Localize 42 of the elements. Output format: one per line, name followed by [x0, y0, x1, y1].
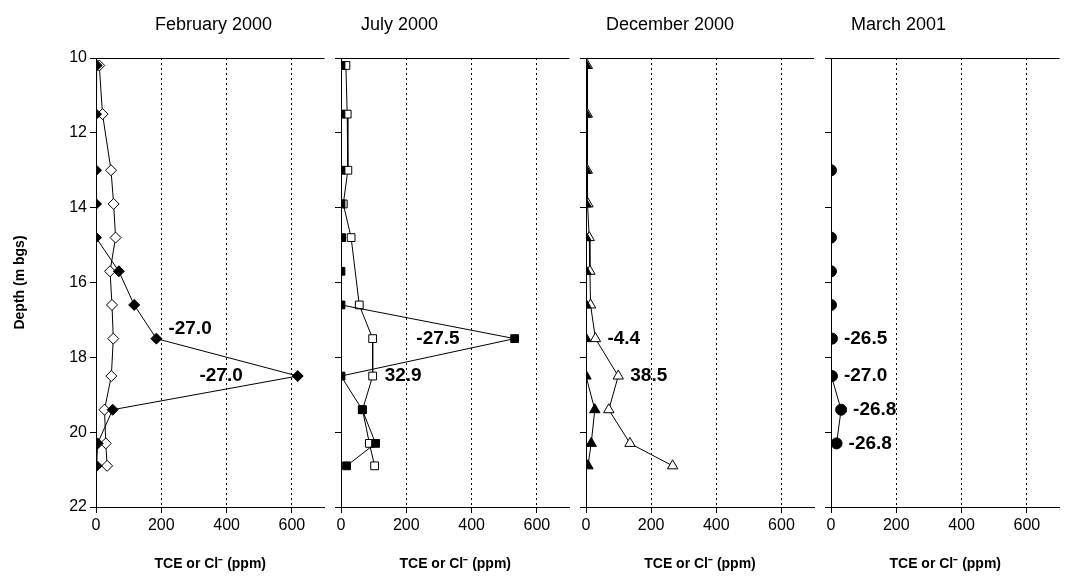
x-tick-label: 600 — [278, 516, 306, 534]
x-tick-label: 600 — [768, 516, 795, 534]
y-tick-label: 10 — [69, 48, 88, 66]
y-tick-label: 12 — [69, 123, 88, 141]
x-tick-label: 600 — [1013, 516, 1041, 534]
y-axis-title: Depth (m bgs) — [11, 235, 28, 330]
x-axis-title: TCE or Cl⁻ (ppm) — [889, 555, 1002, 572]
annotation: -27.5 — [416, 326, 461, 348]
annotation: 32.9 — [384, 364, 422, 386]
x-tick-label: 0 — [91, 516, 101, 534]
y-tick-label: 20 — [69, 422, 88, 440]
annotation: -4.4 — [607, 326, 641, 348]
x-tick-label: 0 — [336, 516, 346, 534]
x-tick-label: 400 — [458, 516, 486, 534]
x-tick-label: 600 — [523, 516, 551, 534]
x-tick-label: 200 — [147, 516, 175, 534]
annotation: -26.8 — [853, 397, 897, 419]
x-tick-label: 0 — [581, 516, 591, 534]
x-axis-title: TCE or Cl⁻ (ppm) — [399, 555, 512, 572]
chart-title: July 2000 — [360, 14, 440, 35]
annotation: -27.0 — [199, 364, 243, 386]
y-tick-label: 18 — [69, 347, 88, 365]
x-tick-label: 400 — [702, 516, 730, 534]
chart-title: March 2001 — [850, 14, 948, 35]
x-tick-label: 200 — [392, 516, 420, 534]
x-tick-label: 200 — [637, 516, 665, 534]
x-tick-label: 200 — [882, 516, 910, 534]
x-axis-title: TCE or Cl⁻ (ppm) — [154, 555, 267, 572]
x-axis-title: TCE or Cl⁻ (ppm) — [644, 555, 756, 572]
annotation: 38.5 — [630, 364, 668, 386]
y-tick-label: 22 — [69, 497, 88, 515]
chart-title: February 2000 — [153, 14, 274, 35]
x-tick-label: 400 — [213, 516, 241, 534]
annotation: -26.5 — [843, 326, 888, 348]
annotation: -27.0 — [168, 316, 212, 338]
annotation: -27.0 — [843, 364, 888, 386]
y-tick-label: 14 — [69, 198, 88, 216]
x-tick-label: 400 — [948, 516, 976, 534]
annotation: -26.8 — [848, 431, 892, 453]
y-tick-label: 16 — [69, 272, 88, 290]
chart-title: December 2000 — [605, 14, 736, 35]
x-tick-label: 0 — [826, 516, 836, 534]
